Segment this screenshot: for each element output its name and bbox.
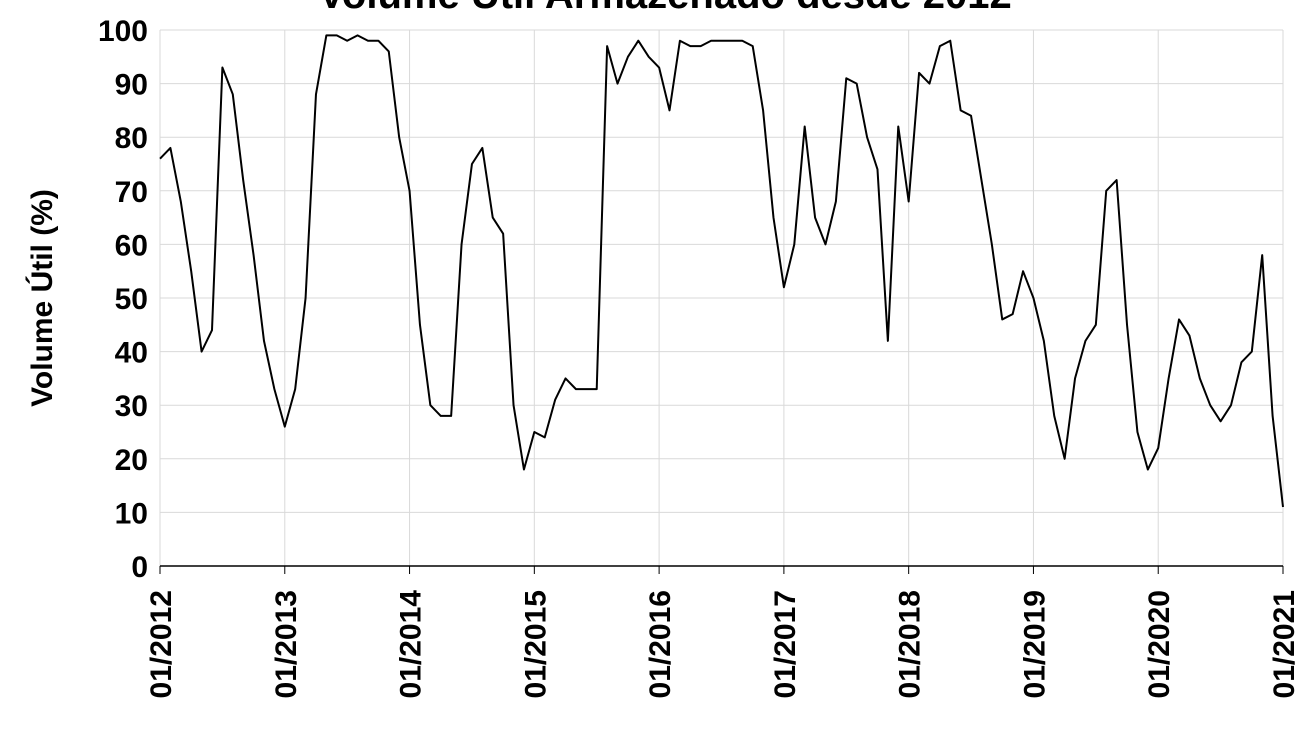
y-tick-label: 0 [131,551,148,584]
y-tick-label: 60 [115,229,148,262]
x-tick-label: 01/2017 [769,590,802,698]
y-tick-label: 20 [115,444,148,477]
y-axis-label: Volume Útil (%) [25,189,59,407]
y-tick-label: 90 [115,69,148,102]
y-tick-label: 80 [115,122,148,155]
x-tick-label: 01/2014 [395,590,428,699]
x-tick-label: 01/2020 [1143,590,1176,698]
x-tick-label: 01/2012 [145,590,178,698]
x-tick-label: 01/2019 [1018,590,1051,698]
y-tick-label: 30 [115,390,148,423]
data-line [159,34,1284,508]
x-tick-label: 01/2021 [1268,590,1299,698]
x-tick-label: 01/2015 [519,590,552,698]
y-tick-label: 50 [115,283,148,316]
x-tick-label: 01/2013 [270,590,303,698]
x-tick-label: 01/2018 [894,590,927,698]
y-tick-label: 10 [115,497,148,530]
x-tick-label: 01/2016 [644,590,677,698]
chart-title: Volume Útil Armazenado desde 2012 [318,0,1012,17]
y-tick-label: 100 [98,15,148,48]
y-tick-label: 70 [115,176,148,209]
y-tick-label: 40 [115,337,148,370]
